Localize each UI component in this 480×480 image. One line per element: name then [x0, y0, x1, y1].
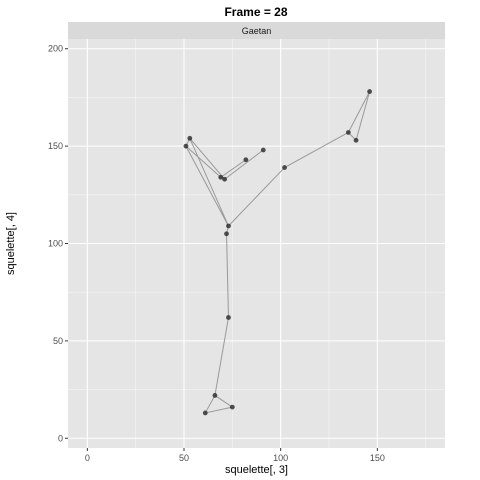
x-tick-label: 0 [85, 453, 90, 463]
skeleton-point [226, 224, 231, 229]
skeleton-point [184, 144, 189, 149]
chart-title: Frame = 28 [224, 5, 287, 19]
x-tick-label: 100 [273, 453, 288, 463]
skeleton-point [226, 315, 231, 320]
y-tick-label: 150 [48, 141, 63, 151]
x-axis-title: squelette[, 3] [225, 464, 288, 476]
skeleton-point [261, 148, 266, 153]
x-tick-label: 50 [179, 453, 189, 463]
skeleton-point [224, 231, 229, 236]
x-tick-label: 150 [370, 453, 385, 463]
skeleton-point [222, 177, 227, 182]
skeleton-point [346, 130, 351, 135]
skeleton-point [187, 136, 192, 141]
skeleton-point [243, 157, 248, 162]
skeleton-point [282, 165, 287, 170]
skeleton-point [354, 138, 359, 143]
y-tick-label: 200 [48, 44, 63, 54]
y-axis-title: squelette[, 4] [5, 212, 17, 275]
y-tick-label: 0 [58, 433, 63, 443]
facet-label: Gaetan [242, 26, 272, 36]
skeleton-point [367, 89, 372, 94]
y-tick-label: 50 [53, 336, 63, 346]
y-tick-label: 100 [48, 239, 63, 249]
skeleton-point [213, 393, 218, 398]
skeleton-point [203, 411, 208, 416]
skeleton-point [230, 405, 235, 410]
